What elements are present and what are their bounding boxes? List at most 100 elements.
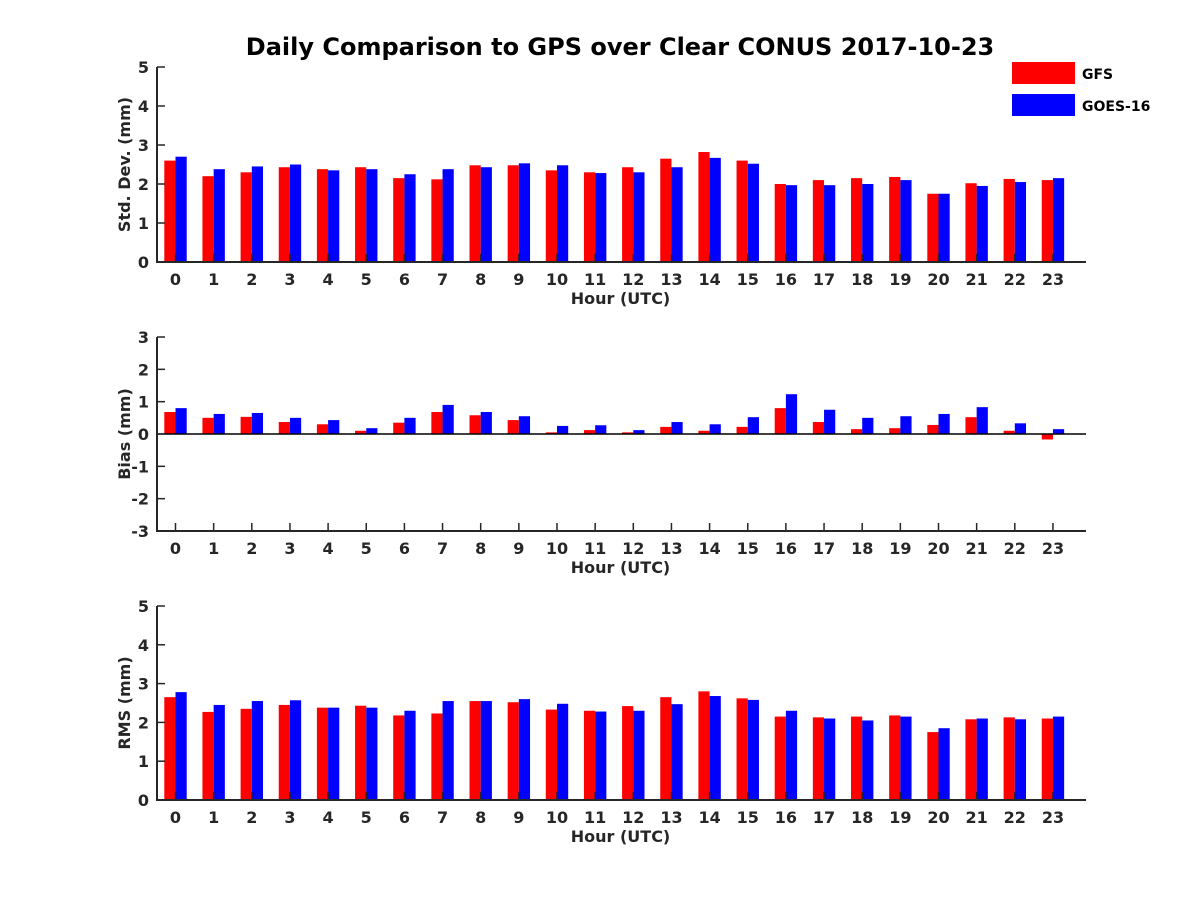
- stddev-xtick-label: 15: [737, 270, 759, 289]
- rms-bar-gfs-10: [545, 709, 557, 800]
- rms-ytick-label: 1: [138, 752, 149, 771]
- bias-bar-goes16-15: [747, 417, 759, 434]
- stddev-bar-goes16-11: [595, 173, 607, 262]
- bias-bar-goes16-0: [175, 408, 187, 434]
- bias-xtick-label: 0: [170, 539, 181, 558]
- stddev-xtick-label: 7: [437, 270, 448, 289]
- bias-bar-gfs-10: [545, 432, 557, 434]
- rms-bar-gfs-18: [851, 716, 863, 800]
- bias-xtick-label: 4: [323, 539, 334, 558]
- stddev-xtick-label: 9: [513, 270, 524, 289]
- bias-bar-gfs-8: [469, 415, 481, 434]
- rms-xtick-label: 6: [399, 808, 410, 827]
- bias-bar-goes16-19: [900, 416, 912, 434]
- bias-bar-gfs-2: [240, 416, 252, 434]
- stddev-xtick-label: 6: [399, 270, 410, 289]
- rms-xtick-label: 18: [851, 808, 873, 827]
- stddev-ytick-label: 2: [138, 175, 149, 194]
- stddev-xtick-label: 8: [475, 270, 486, 289]
- rms-xtick-label: 10: [546, 808, 568, 827]
- rms-bar-goes16-6: [404, 710, 416, 800]
- stddev-bar-gfs-14: [698, 152, 710, 262]
- rms-xtick-label: 14: [698, 808, 720, 827]
- bias-xtick-label: 7: [437, 539, 448, 558]
- rms-bar-goes16-12: [633, 710, 645, 800]
- bias-bar-goes16-14: [709, 424, 721, 434]
- stddev-bar-goes16-21: [976, 185, 988, 262]
- stddev-bar-goes16-22: [1014, 182, 1026, 262]
- stddev-bar-goes16-18: [862, 184, 874, 262]
- stddev-bar-gfs-2: [240, 172, 252, 262]
- bias-xtick-label: 19: [889, 539, 911, 558]
- bias-bar-gfs-18: [851, 429, 863, 434]
- rms-xtick-label: 16: [775, 808, 797, 827]
- bias-xtick-label: 17: [813, 539, 835, 558]
- stddev-ytick-label: 1: [138, 214, 149, 233]
- stddev-xtick-label: 19: [889, 270, 911, 289]
- bias-bar-gfs-11: [583, 430, 596, 434]
- rms-ytick-label: 4: [138, 636, 149, 655]
- bias-xtick-label: 15: [737, 539, 759, 558]
- stddev-bar-goes16-4: [328, 170, 340, 262]
- bias-xtick-label: 12: [622, 539, 644, 558]
- rms-bar-gfs-1: [202, 711, 214, 800]
- rms-bar-gfs-17: [812, 717, 825, 800]
- bias-bar-goes16-5: [366, 428, 378, 434]
- rms-bar-gfs-7: [431, 713, 443, 800]
- rms-bar-goes16-19: [900, 716, 912, 800]
- stddev-bar-goes16-2: [251, 166, 263, 262]
- stddev-xtick-label: 22: [1004, 270, 1026, 289]
- stddev-xtick-label: 11: [584, 270, 606, 289]
- rms-bar-goes16-14: [709, 696, 721, 800]
- rms-ylabel: RMS (mm): [115, 656, 134, 749]
- bias-ytick-label: -3: [131, 522, 149, 541]
- stddev-bar-gfs-11: [583, 172, 596, 262]
- rms-xtick-label: 23: [1042, 808, 1064, 827]
- stddev-xtick-label: 0: [170, 270, 181, 289]
- rms-xtick-label: 3: [284, 808, 295, 827]
- rms-bar-goes16-7: [442, 701, 454, 800]
- stddev-xtick-label: 2: [246, 270, 257, 289]
- rms-xtick-label: 4: [323, 808, 334, 827]
- rms-ytick-label: 5: [138, 597, 149, 616]
- stddev-bar-goes16-20: [938, 193, 950, 262]
- stddev-xtick-label: 17: [813, 270, 835, 289]
- rms-xtick-label: 17: [813, 808, 835, 827]
- bias-bar-gfs-20: [927, 424, 939, 434]
- stddev-bar-gfs-21: [965, 183, 977, 262]
- bias-ytick-label: 0: [138, 425, 149, 444]
- legend-label-goes16: GOES-16: [1082, 99, 1150, 115]
- stddev-xtick-label: 3: [284, 270, 295, 289]
- stddev-bar-goes16-13: [671, 167, 683, 262]
- rms-bar-gfs-19: [889, 715, 901, 800]
- rms-xtick-label: 11: [584, 808, 606, 827]
- stddev-bar-gfs-9: [507, 165, 519, 262]
- bias-xtick-label: 18: [851, 539, 873, 558]
- bias-bar-gfs-1: [202, 417, 214, 434]
- stddev-xtick-label: 20: [927, 270, 949, 289]
- bias-bar-goes16-18: [862, 417, 874, 434]
- bias-xtick-label: 13: [660, 539, 682, 558]
- rms-bar-gfs-3: [278, 704, 290, 800]
- rms-xtick-label: 1: [208, 808, 219, 827]
- bias-bar-goes16-16: [785, 394, 798, 434]
- bias-ytick-label: 2: [138, 360, 149, 379]
- figure-title: Daily Comparison to GPS over Clear CONUS…: [246, 33, 994, 61]
- rms-bar-gfs-16: [774, 716, 786, 800]
- rms-bar-goes16-18: [862, 720, 874, 800]
- stddev-bar-gfs-17: [812, 180, 825, 262]
- bias-xtick-label: 23: [1042, 539, 1064, 558]
- rms-bar-goes16-2: [251, 701, 263, 800]
- rms-bar-gfs-5: [355, 705, 367, 800]
- rms-bar-gfs-4: [316, 707, 329, 800]
- stddev-xtick-label: 13: [660, 270, 682, 289]
- rms-bar-gfs-13: [660, 697, 672, 800]
- bias-bar-goes16-1: [213, 413, 225, 434]
- rms-bar-gfs-21: [965, 719, 977, 800]
- stddev-bar-goes16-7: [442, 169, 454, 262]
- bias-xtick-label: 14: [698, 539, 720, 558]
- stddev-bar-goes16-14: [709, 157, 721, 262]
- rms-xtick-label: 12: [622, 808, 644, 827]
- bias-xtick-label: 16: [775, 539, 797, 558]
- bias-bar-goes16-3: [289, 417, 302, 434]
